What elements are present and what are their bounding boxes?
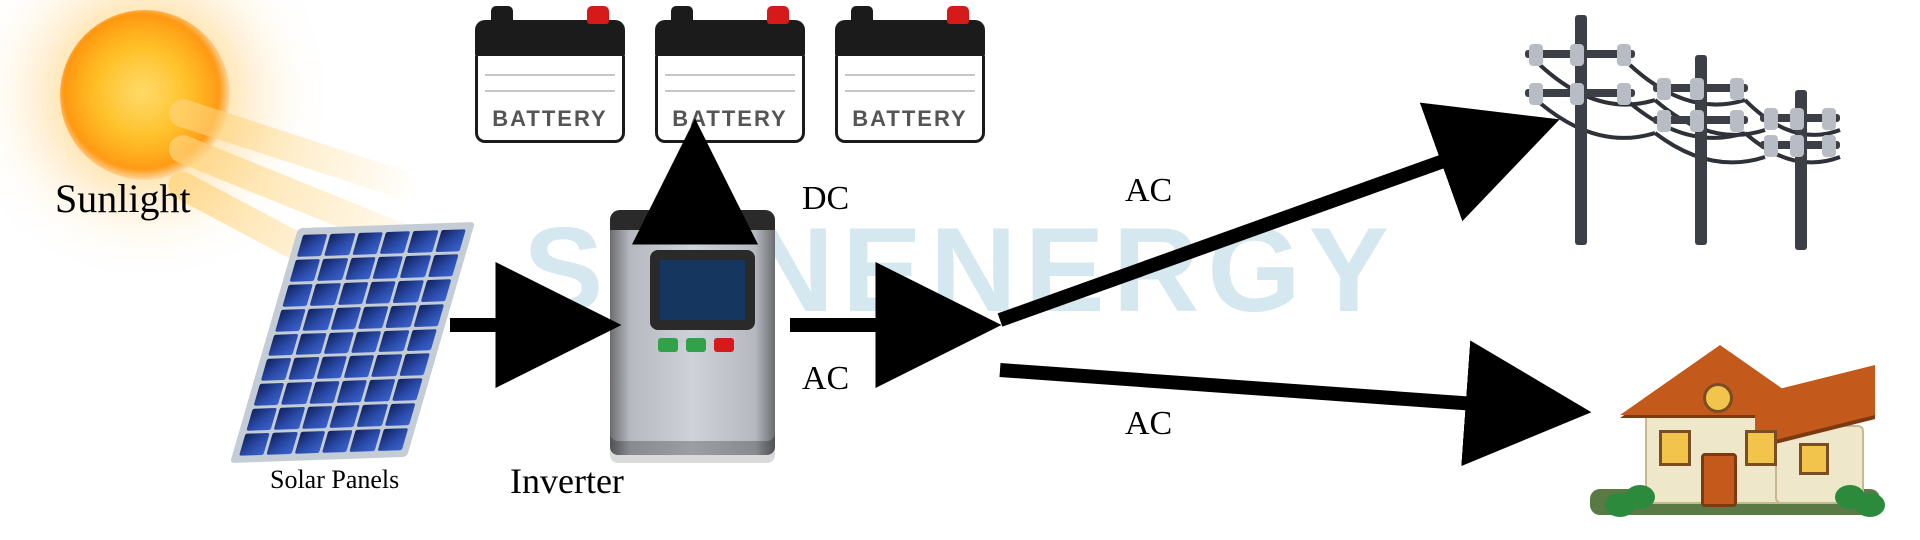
solar-system-diagram: SHINENERGY Sunlight Solar Panels Inverte… [0,0,1920,540]
arrow-split-to-house [1000,370,1560,410]
flow-arrows [0,0,1920,540]
arrow-split-to-grid [1000,130,1530,320]
